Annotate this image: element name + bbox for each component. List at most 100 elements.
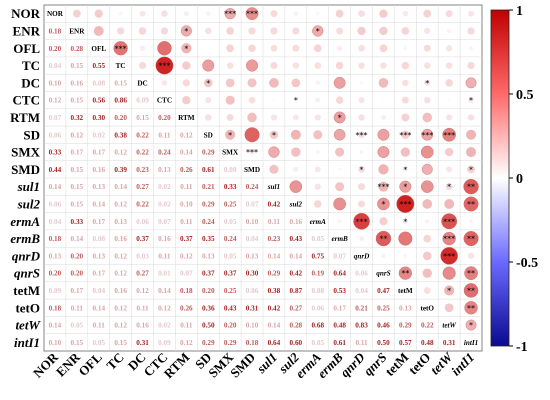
significance-stars: * <box>447 286 451 295</box>
corr-circle-ENR-ermB <box>336 27 344 35</box>
corr-circle-OFL-SMX <box>226 44 235 53</box>
corr-circle-shape <box>442 266 456 280</box>
corr-circle-shape <box>270 27 278 35</box>
corr-value-OFL-NOR: 0.20 <box>49 45 62 53</box>
corr-circle-SD-sul2 <box>290 129 301 140</box>
corr-circle-ENR-SMX <box>226 27 235 35</box>
corr-value-sul1-SMX: 0.33 <box>224 183 237 191</box>
corr-value-qnrS-CTC: 0.01 <box>158 270 171 278</box>
corr-value-tetW-SMX: 0.20 <box>224 322 237 330</box>
corr-circle-shape <box>248 27 256 35</box>
corr-circle-TC-tetM <box>401 61 410 70</box>
corr-circle-SMD-tetW <box>446 166 453 173</box>
colorbar-tick-label: 0 <box>516 172 523 187</box>
corr-circle-SD-qnrD: *** <box>356 131 368 140</box>
corr-circle-ENR-ermA: * <box>312 25 324 37</box>
corr-circle-NOR-ermA <box>315 11 320 16</box>
col-label-TC: TC <box>103 350 126 373</box>
corr-value-SMD-ENR: 0.15 <box>71 166 84 174</box>
corr-circle-shape <box>272 98 276 102</box>
corr-circle-shape <box>463 231 479 247</box>
corr-value-ENR-NOR: 0.18 <box>49 27 62 35</box>
corr-value-ermB-SD: 0.35 <box>202 235 215 243</box>
corr-circle-shape <box>465 319 477 331</box>
corr-circle-ENR-sul2 <box>292 27 300 35</box>
corr-circle-shape <box>444 199 455 209</box>
corr-value-tetW-CTC: 0.02 <box>158 322 171 330</box>
corr-value-ermA-DC: 0.06 <box>136 218 149 226</box>
corr-circle-shape <box>290 129 301 140</box>
corr-circle-DC-ermB <box>333 76 346 89</box>
axis-labels: NORENROFLTCDCCTCRTMSDSMXSMDsul1sul2ermAe… <box>10 6 477 381</box>
corr-circle-DC-tetW <box>445 79 453 87</box>
significance-stars: *** <box>246 10 258 19</box>
corr-value-tetM-RTM: 0.18 <box>180 287 193 295</box>
corr-circle-shape <box>442 231 456 246</box>
corr-circle-shape <box>333 111 346 124</box>
corr-circle-shape <box>358 183 366 191</box>
corr-circle-RTM-tetM <box>401 113 410 122</box>
significance-stars: ** <box>467 183 475 192</box>
corr-value-intI1-NOR: 0.10 <box>49 339 62 347</box>
corr-value-ermA-OFL: 0.17 <box>92 218 105 226</box>
corr-value-qnrS-TC: 0.12 <box>114 270 127 278</box>
corr-circle-qnrD-tetM <box>403 253 408 258</box>
corr-circle-shape <box>182 61 191 70</box>
corr-value-tetO-qnrD: 0.21 <box>355 304 368 312</box>
corr-value-qnrS-RTM: 0.07 <box>180 270 193 278</box>
corr-circle-shape <box>401 96 409 104</box>
corr-value-tetM-sul2: 0.87 <box>290 287 303 295</box>
corr-circle-RTM-qnrD <box>358 114 365 121</box>
corr-circle-NOR-SMD: *** <box>245 7 259 21</box>
corr-value-ermB-DC: 0.37 <box>136 235 149 243</box>
corr-circle-DC-tetO: * <box>424 79 431 88</box>
corr-circle-shape <box>292 44 300 52</box>
corr-circle-shape <box>403 253 408 258</box>
corr-value-qnrD-DC: 0.03 <box>136 252 149 260</box>
corr-value-ermA-TC: 0.13 <box>114 218 127 226</box>
corr-circle-DC-RTM <box>182 79 190 87</box>
corr-circle-shape <box>423 9 432 18</box>
colorbar-tick-label: -1 <box>516 340 528 355</box>
corr-circle-shape <box>401 130 410 139</box>
col-label-tetO: tetO <box>405 350 433 378</box>
corr-value-tetO-TC: 0.12 <box>114 304 127 312</box>
corr-value-TC-NOR: 0.04 <box>49 62 62 70</box>
corr-value-tetM-SD: 0.20 <box>202 287 215 295</box>
corr-circle-ermB-qnrS: ** <box>375 230 392 247</box>
corr-value-qnrD-SMX: 0.05 <box>224 252 237 260</box>
corr-circle-NOR-sul1 <box>270 10 278 18</box>
corr-circle-shape <box>358 114 365 121</box>
corr-value-ermA-RTM: 0.11 <box>180 218 193 226</box>
corr-circle-SMX-sul1 <box>268 146 280 158</box>
significance-stars: *** <box>377 183 389 192</box>
corr-value-intI1-SMD: 0.18 <box>246 339 259 347</box>
corr-value-ermA-ENR: 0.33 <box>71 218 84 226</box>
corr-circle-SD-SMX: * <box>225 129 236 140</box>
corr-circle-shape <box>424 218 430 224</box>
corr-value-sul1-TC: 0.14 <box>114 183 127 191</box>
corr-value-tetW-tetM: 0.29 <box>399 322 412 330</box>
corr-value-SD-CTC: 0.11 <box>158 131 171 139</box>
significance-stars: *** <box>115 44 127 53</box>
corr-circle-shape <box>358 62 365 69</box>
corr-circle-shape <box>337 167 342 172</box>
significance-stars: * <box>469 96 473 105</box>
significance-stars: * <box>184 27 188 36</box>
corr-value-qnrD-NOR: 0.13 <box>49 252 62 260</box>
corr-circle-SMD-tetM: * <box>403 165 408 174</box>
corr-circle-ermA-qnrS <box>379 217 388 226</box>
corr-circle-shape <box>225 95 235 105</box>
corr-value-tetW-DC: 0.16 <box>136 322 149 330</box>
col-label-RTM: RTM <box>161 350 193 382</box>
diagonal-label-RTM: RTM <box>178 114 195 122</box>
corr-circle-ENR-TC <box>117 27 125 35</box>
row-label-sul2: sul2 <box>17 196 41 211</box>
row-label-SD: SD <box>23 127 40 142</box>
corr-circle-sul1-tetM: * <box>399 180 412 193</box>
corr-circle-ENR-tetM <box>401 27 410 35</box>
corr-circle-CTC-intI1: * <box>468 96 474 105</box>
corr-circle-sul2-tetO <box>422 199 433 209</box>
col-label-OFL: OFL <box>75 349 105 379</box>
corr-circle-CTC-SD <box>205 97 212 104</box>
